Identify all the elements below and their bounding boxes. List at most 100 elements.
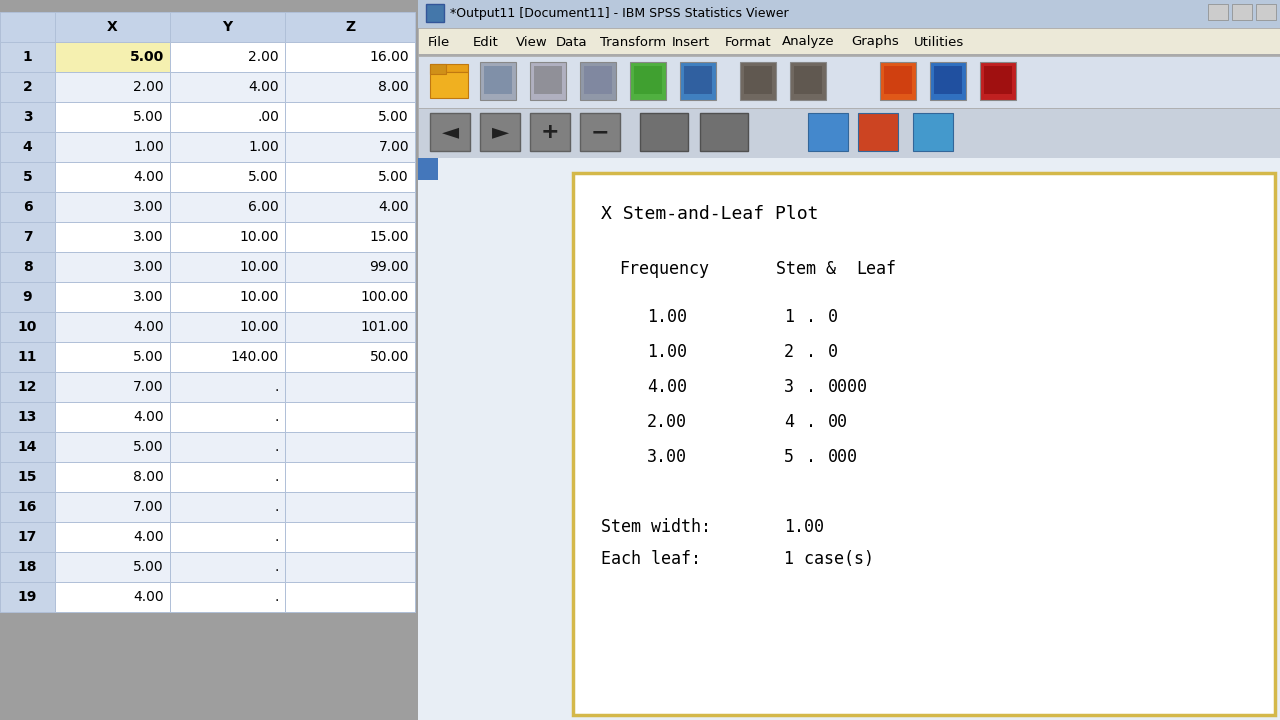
Text: 7.00: 7.00: [133, 380, 164, 394]
Bar: [858, 113, 899, 151]
Bar: [285, 282, 415, 312]
Bar: [285, 252, 415, 282]
Text: 10: 10: [18, 320, 37, 334]
Text: 17: 17: [18, 530, 37, 544]
Text: 4: 4: [783, 413, 794, 431]
Bar: [794, 66, 822, 94]
Bar: [55, 312, 170, 342]
Bar: [170, 582, 285, 612]
Text: 1.00: 1.00: [783, 518, 824, 536]
Bar: [170, 522, 285, 552]
Text: .: .: [275, 380, 279, 394]
Bar: [170, 372, 285, 402]
Text: 10.00: 10.00: [239, 260, 279, 274]
Text: 5.00: 5.00: [133, 350, 164, 364]
Bar: [55, 432, 170, 462]
Text: 5: 5: [23, 170, 32, 184]
Text: 6: 6: [23, 200, 32, 214]
Bar: [980, 62, 1016, 100]
Bar: [55, 12, 170, 42]
Text: 4.00: 4.00: [646, 378, 687, 396]
Bar: [530, 62, 566, 100]
Bar: [684, 66, 712, 94]
Bar: [170, 312, 285, 342]
Text: 6.00: 6.00: [248, 200, 279, 214]
Bar: [170, 222, 285, 252]
Text: 4.00: 4.00: [133, 320, 164, 334]
Bar: [640, 113, 689, 151]
Text: Utilities: Utilities: [914, 35, 964, 48]
Bar: [484, 66, 512, 94]
Bar: [170, 12, 285, 42]
Bar: [0, 162, 55, 192]
Text: 18: 18: [18, 560, 37, 574]
Bar: [0, 552, 55, 582]
Bar: [430, 64, 468, 72]
Text: 15.00: 15.00: [370, 230, 410, 244]
Text: Format: Format: [724, 35, 772, 48]
Text: 14: 14: [18, 440, 37, 454]
Text: 13: 13: [18, 410, 37, 424]
Bar: [285, 522, 415, 552]
Text: 3.00: 3.00: [646, 448, 687, 466]
Bar: [170, 132, 285, 162]
Bar: [285, 342, 415, 372]
Text: 5.00: 5.00: [379, 110, 410, 124]
Text: 7.00: 7.00: [379, 140, 410, 154]
Bar: [0, 282, 55, 312]
Text: 12: 12: [18, 380, 37, 394]
Bar: [55, 522, 170, 552]
Text: ►: ►: [492, 122, 508, 142]
Text: .: .: [275, 410, 279, 424]
Bar: [480, 62, 516, 100]
Text: 0: 0: [828, 343, 838, 361]
Text: 50.00: 50.00: [370, 350, 410, 364]
Bar: [285, 492, 415, 522]
Bar: [0, 72, 55, 102]
Text: 2.00: 2.00: [248, 50, 279, 64]
Text: *Output11 [Document11] - IBM SPSS Statistics Viewer: *Output11 [Document11] - IBM SPSS Statis…: [451, 7, 788, 20]
Text: .: .: [275, 500, 279, 514]
Text: 4.00: 4.00: [248, 80, 279, 94]
Text: 16: 16: [18, 500, 37, 514]
Text: 3.00: 3.00: [133, 290, 164, 304]
Text: 3.00: 3.00: [133, 230, 164, 244]
Text: Analyze: Analyze: [782, 35, 835, 48]
Text: 1.00: 1.00: [646, 343, 687, 361]
Bar: [680, 62, 716, 100]
Bar: [55, 492, 170, 522]
Bar: [884, 66, 911, 94]
Bar: [1256, 4, 1276, 20]
Bar: [0, 372, 55, 402]
Text: 0: 0: [828, 308, 838, 326]
Bar: [55, 282, 170, 312]
Text: ◄: ◄: [442, 122, 458, 142]
Bar: [285, 102, 415, 132]
Text: Stem &: Stem &: [776, 260, 836, 278]
Bar: [0, 582, 55, 612]
Bar: [419, 56, 1280, 108]
Text: 2: 2: [783, 343, 794, 361]
Text: View: View: [516, 35, 548, 48]
Bar: [0, 462, 55, 492]
Text: 4.00: 4.00: [133, 530, 164, 544]
Text: Stem width:: Stem width:: [602, 518, 710, 536]
Bar: [170, 402, 285, 432]
Bar: [170, 432, 285, 462]
Bar: [285, 222, 415, 252]
Text: 000: 000: [828, 448, 858, 466]
Bar: [170, 162, 285, 192]
Bar: [530, 113, 570, 151]
Text: 140.00: 140.00: [230, 350, 279, 364]
Bar: [285, 462, 415, 492]
Bar: [790, 62, 826, 100]
Text: 7.00: 7.00: [133, 500, 164, 514]
Bar: [285, 582, 415, 612]
Bar: [480, 113, 520, 151]
Text: 3: 3: [23, 110, 32, 124]
Bar: [0, 492, 55, 522]
Bar: [419, 158, 1280, 720]
Bar: [430, 64, 445, 74]
Bar: [573, 173, 1275, 715]
Text: Y: Y: [223, 20, 233, 34]
